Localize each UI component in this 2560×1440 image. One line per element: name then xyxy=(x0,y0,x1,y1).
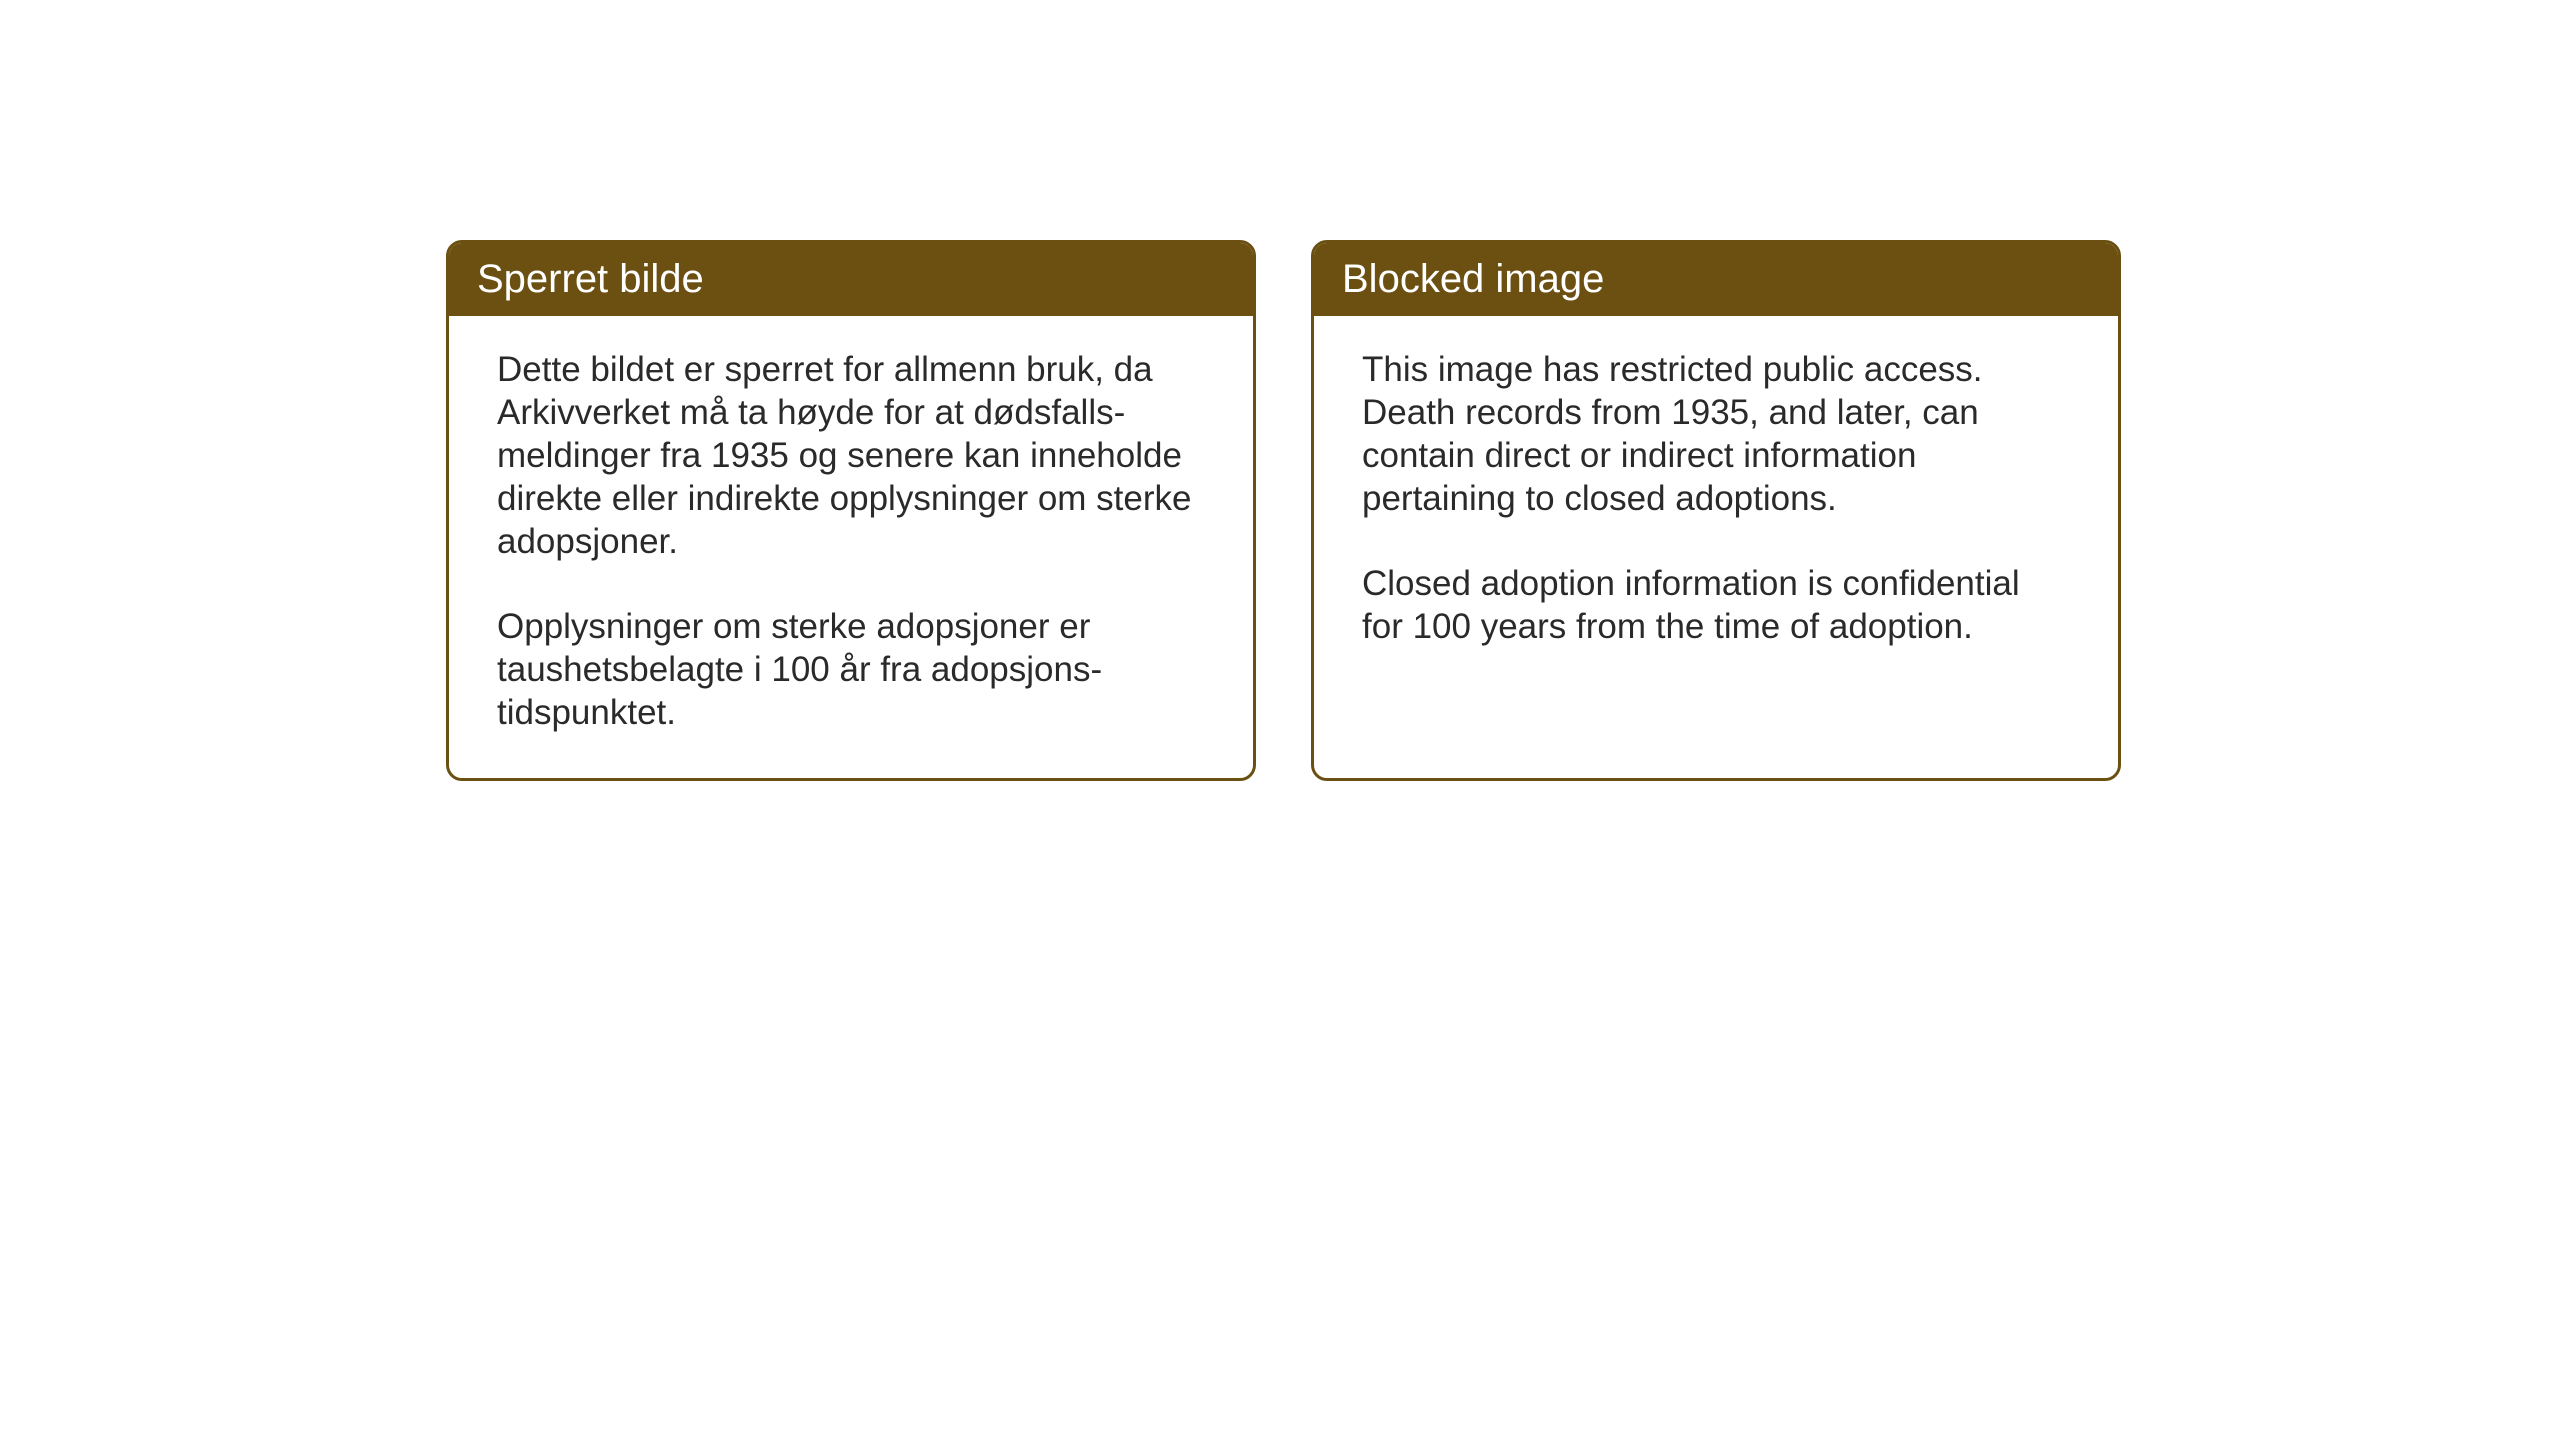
norwegian-paragraph-2: Opplysninger om sterke adopsjoner er tau… xyxy=(497,605,1205,734)
norwegian-card-body: Dette bildet er sperret for allmenn bruk… xyxy=(449,316,1253,778)
notice-container: Sperret bilde Dette bildet er sperret fo… xyxy=(446,240,2121,781)
norwegian-notice-card: Sperret bilde Dette bildet er sperret fo… xyxy=(446,240,1256,781)
norwegian-paragraph-1: Dette bildet er sperret for allmenn bruk… xyxy=(497,348,1205,563)
english-notice-card: Blocked image This image has restricted … xyxy=(1311,240,2121,781)
english-card-body: This image has restricted public access.… xyxy=(1314,316,2118,692)
english-paragraph-2: Closed adoption information is confident… xyxy=(1362,562,2070,648)
norwegian-card-title: Sperret bilde xyxy=(449,243,1253,316)
english-paragraph-1: This image has restricted public access.… xyxy=(1362,348,2070,520)
english-card-title: Blocked image xyxy=(1314,243,2118,316)
